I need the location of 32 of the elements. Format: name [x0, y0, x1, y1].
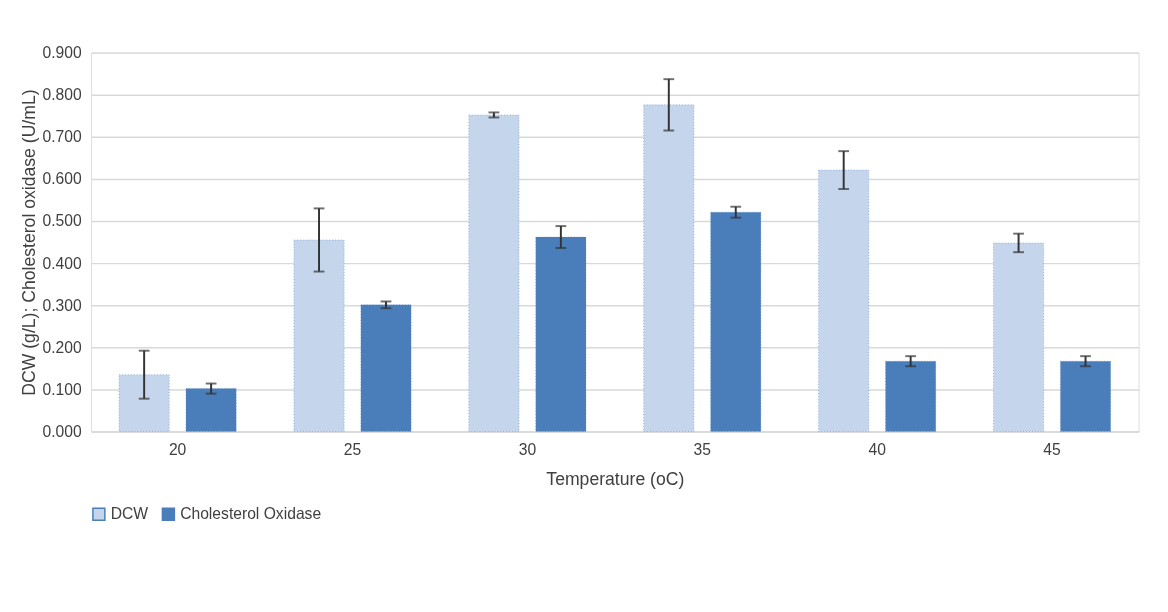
bar — [118, 374, 170, 432]
x-tick-label: 25 — [343, 440, 362, 458]
y-tick-label: 0.700 — [42, 128, 83, 146]
x-tick-label: 30 — [518, 440, 537, 458]
y-tick-label: 0.200 — [42, 338, 83, 356]
bar — [535, 236, 587, 432]
x-tick-label: 20 — [168, 440, 187, 458]
y-tick-label: 0.400 — [42, 254, 83, 272]
y-tick-label: 0.300 — [42, 296, 83, 314]
bar — [1060, 360, 1111, 432]
y-tick-label: 0.800 — [42, 86, 83, 104]
legend-label: Cholesterol Oxidase — [180, 505, 322, 523]
x-axis-title: Temperature (oC) — [546, 468, 685, 489]
y-tick-label: 0.600 — [42, 170, 83, 188]
y-tick-label: 0.100 — [42, 380, 83, 398]
bar — [185, 388, 237, 432]
bar — [885, 360, 937, 432]
y-tick-label: 0.900 — [42, 44, 83, 62]
bar — [643, 104, 695, 432]
bar — [468, 114, 520, 432]
x-tick-label: 35 — [693, 440, 712, 458]
bar — [360, 304, 412, 432]
bar — [818, 169, 870, 432]
bar — [993, 242, 1044, 432]
x-tick-label: 40 — [868, 440, 887, 458]
bar — [293, 239, 345, 432]
y-tick-label: 0.500 — [42, 212, 83, 230]
x-tick-label: 45 — [1043, 440, 1062, 458]
bar — [710, 211, 762, 432]
y-tick-label: 0.000 — [42, 422, 83, 440]
legend-label: DCW — [110, 505, 149, 523]
y-axis-title: DCW (g/L); Cholesterol oxidase (U/mL) — [18, 89, 39, 396]
